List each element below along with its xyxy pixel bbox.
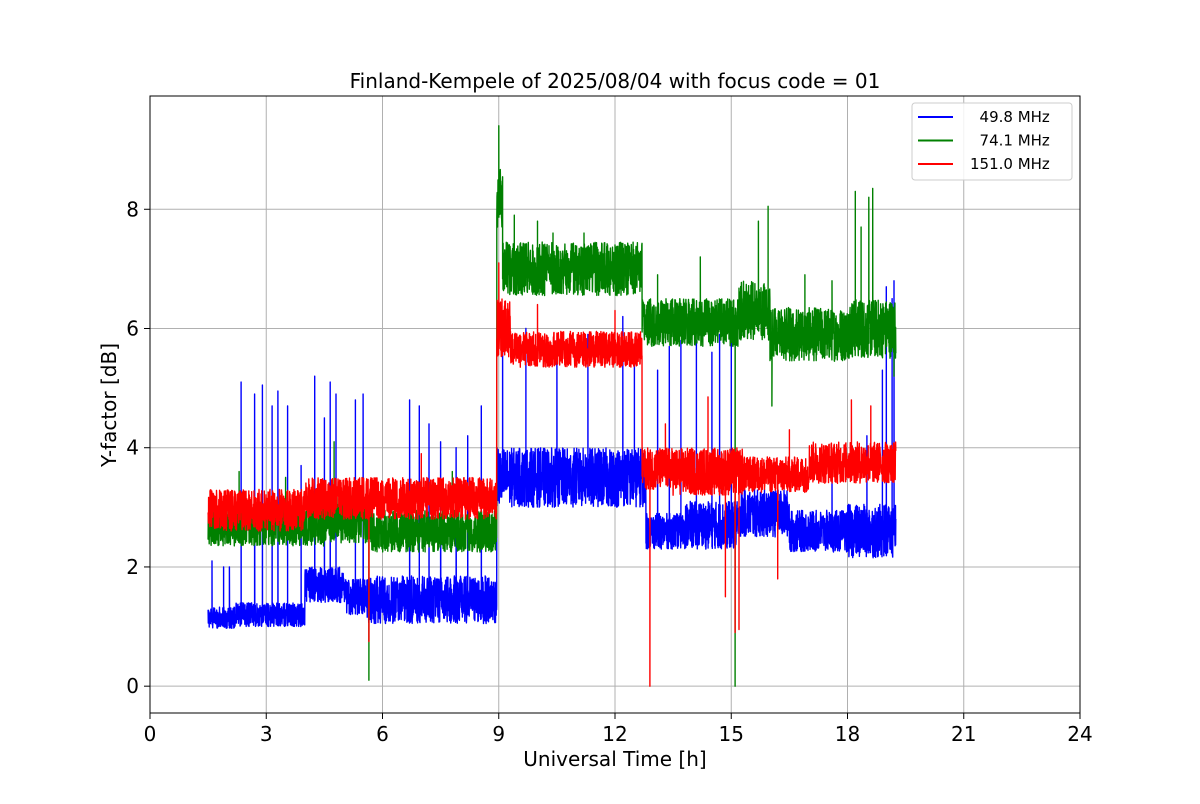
series-lines [207, 125, 897, 687]
x-axis-label: Universal Time [h] [523, 747, 706, 771]
x-tick-label: 15 [719, 722, 744, 746]
series-line [207, 125, 897, 687]
legend-label: 74.1 MHz [970, 132, 1050, 150]
x-tick-label: 3 [260, 722, 273, 746]
legend-label: 151.0 MHz [970, 155, 1050, 173]
series-line [207, 262, 897, 687]
x-tick-label: 9 [492, 722, 505, 746]
legend-label: 49.8 MHz [970, 108, 1050, 126]
chart-title: Finland-Kempele of 2025/08/04 with focus… [350, 69, 881, 93]
legend-box [911, 102, 1073, 181]
y-tick-label: 8 [126, 197, 139, 221]
y-tick-label: 4 [126, 436, 139, 460]
y-tick-label: 0 [126, 674, 139, 698]
x-tick-label: 0 [144, 722, 157, 746]
legend: 49.8 MHz 74.1 MHz 151.0 MHz [911, 102, 1073, 181]
x-tick-label: 21 [951, 722, 976, 746]
y-axis-label: Y-factor [dB] [97, 343, 121, 468]
x-tick-label: 12 [602, 722, 627, 746]
y-tick-label: 2 [126, 555, 139, 579]
y-tick-label: 6 [126, 316, 139, 340]
series-line [207, 280, 897, 629]
x-tick-label: 6 [376, 722, 389, 746]
x-tick-label: 24 [1067, 722, 1092, 746]
x-tick-label: 18 [835, 722, 860, 746]
